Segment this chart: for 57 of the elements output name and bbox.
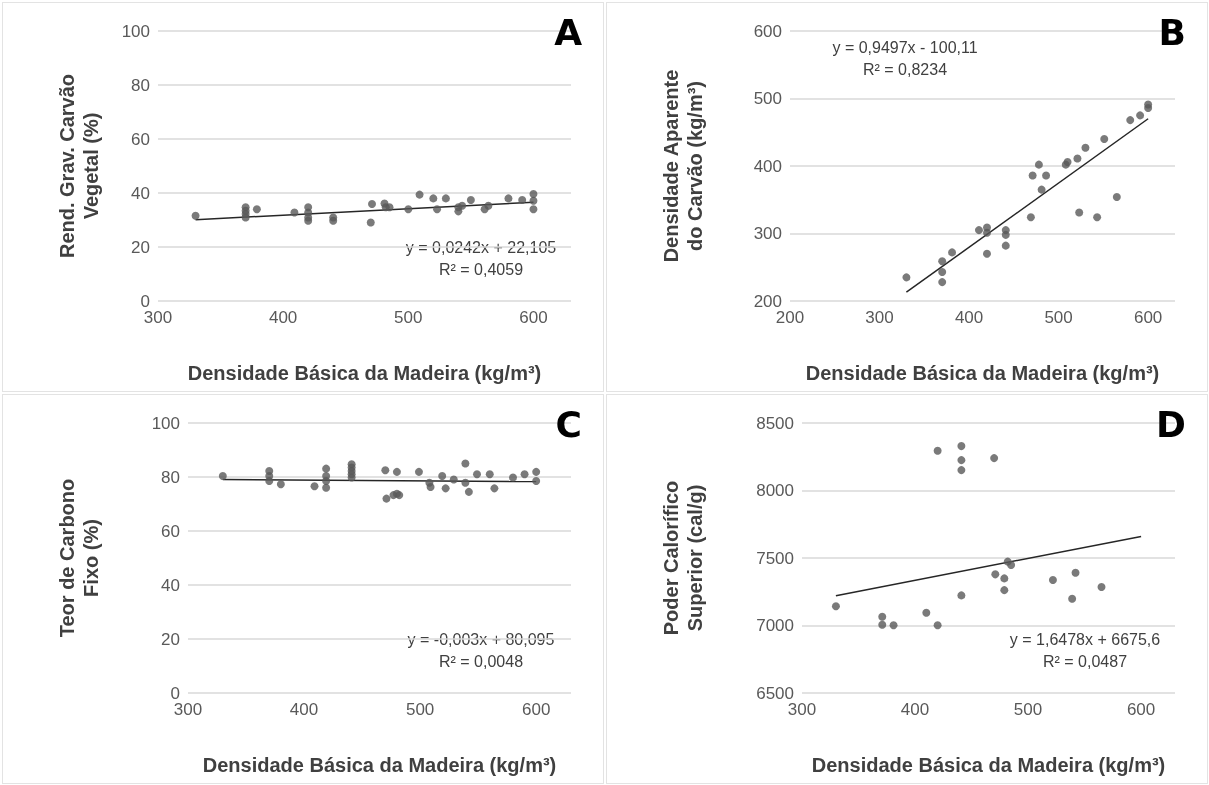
x-tick-label: 300 bbox=[865, 308, 894, 327]
chart-title: B bbox=[1158, 11, 1187, 53]
y-tick-label: 20 bbox=[131, 237, 150, 257]
annotation: R² = 0,4059 bbox=[438, 260, 524, 278]
y-tick-label: 60 bbox=[131, 129, 150, 149]
x-tick-label: 600 bbox=[519, 308, 548, 327]
x-tick-label: 500 bbox=[405, 700, 435, 719]
x-tick-label: 500 bbox=[394, 308, 423, 327]
annotation: y = 0,9497x - 100,11 bbox=[832, 38, 978, 56]
y-tick-label: 8000 bbox=[756, 481, 794, 500]
y-tick-label: 0 bbox=[140, 291, 150, 311]
y-tick-label: 6500 bbox=[756, 683, 794, 703]
y-tick-label: 600 bbox=[753, 21, 782, 41]
annotation: R² = 0,0048 bbox=[438, 652, 524, 670]
y-tick-label: 500 bbox=[753, 89, 782, 108]
y-tick-label: 300 bbox=[753, 224, 782, 243]
y-axis-title: Poder Calorífico Superior (cal/g) bbox=[660, 480, 706, 636]
y-tick-label: 40 bbox=[161, 575, 180, 595]
y-tick-label: 20 bbox=[161, 629, 180, 649]
y-tick-label: 80 bbox=[161, 467, 180, 487]
x-axis-title: Densidade Básica da Madeira (kg/m³) bbox=[187, 362, 542, 384]
chart-title: D bbox=[1156, 403, 1187, 445]
y-tick-label: 8500 bbox=[756, 413, 794, 433]
y-tick-label: 400 bbox=[753, 156, 782, 176]
x-tick-label: 400 bbox=[954, 308, 984, 327]
y-tick-label: 7000 bbox=[756, 616, 794, 635]
x-tick-label: 500 bbox=[1013, 700, 1043, 719]
y-tick-label: 60 bbox=[161, 521, 180, 541]
x-tick-label: 400 bbox=[268, 308, 298, 327]
x-tick-label: 300 bbox=[173, 700, 203, 719]
y-tick-label: 80 bbox=[131, 75, 150, 95]
x-tick-label: 400 bbox=[900, 700, 930, 719]
x-tick-label: 400 bbox=[289, 700, 319, 719]
y-tick-label: 200 bbox=[753, 291, 782, 311]
annotation: R² = 0,8234 bbox=[862, 60, 948, 78]
annotation: y = 1,6478x + 6675,6 bbox=[1009, 630, 1161, 648]
y-tick-label: 40 bbox=[131, 183, 150, 203]
x-tick-label: 600 bbox=[1133, 308, 1163, 327]
y-tick-label: 100 bbox=[121, 21, 150, 41]
annotation: y = 0,0242x + 22,105 bbox=[405, 238, 557, 256]
chart-title: C bbox=[555, 403, 582, 445]
x-tick-label: 500 bbox=[1044, 308, 1073, 327]
y-tick-label: 100 bbox=[151, 413, 180, 433]
x-axis-title: Densidade Básica da Madeira (kg/m³) bbox=[202, 754, 557, 776]
y-axis-title: Rend. Grav. Carvão Vegetal (%) bbox=[56, 73, 102, 259]
annotation: y = -0,003x + 80,095 bbox=[407, 630, 555, 648]
annotation: R² = 0,0487 bbox=[1042, 652, 1128, 670]
x-tick-label: 600 bbox=[521, 700, 551, 719]
x-axis-title: Densidade Básica da Madeira (kg/m³) bbox=[805, 362, 1160, 384]
chart-title: A bbox=[554, 11, 583, 53]
y-tick-label: 7500 bbox=[756, 548, 794, 568]
x-axis-title: Densidade Básica da Madeira (kg/m³) bbox=[811, 754, 1166, 776]
y-axis-title: Teor de Carbono Fixo (%) bbox=[56, 478, 102, 638]
x-tick-label: 600 bbox=[1126, 700, 1156, 719]
y-tick-label: 0 bbox=[170, 683, 180, 703]
x-tick-label: 300 bbox=[787, 700, 817, 719]
y-axis-title: Densidade Aparente do Carvão (kg/m³) bbox=[660, 69, 706, 263]
